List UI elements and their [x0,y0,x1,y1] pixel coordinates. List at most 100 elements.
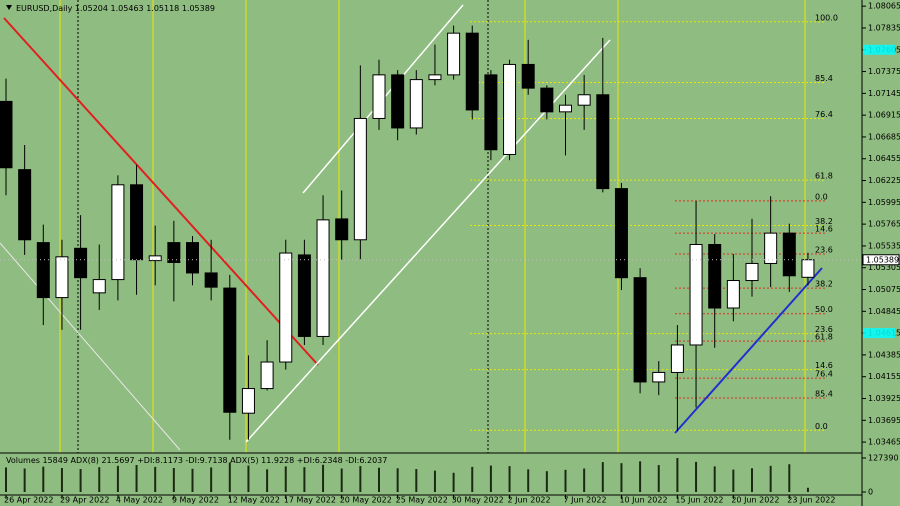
candle-body [167,242,181,264]
candle-body [316,219,330,337]
candle-body [708,244,722,309]
volume-label: Volumes [6,456,40,465]
candle-body [670,344,684,373]
trendline [0,242,181,451]
x-tick-label: 2 Jun 2022 [508,496,551,505]
fib-label: 38.2 [815,217,833,226]
x-tick-label: 7 Jun 2022 [564,496,607,505]
candle-body [279,252,293,363]
candle-body [409,79,423,129]
fib-label: 23.6 [815,245,833,254]
x-tick-label: 30 May 2022 [452,496,504,505]
volume-header: Volumes 15849 ADX(8) 21.5697 +DI:8.1173 … [6,456,387,465]
fib-label: 23.6 [815,325,833,334]
y-tick-label: 1.04845 [868,307,900,316]
candle-body [0,100,13,169]
candle-body [130,184,144,261]
candle-body [148,255,162,262]
candle-body [521,63,535,89]
fib-label: 14.6 [815,225,833,234]
candle-body [614,188,628,279]
candle-body [689,244,703,346]
fib-label: 76.4 [815,370,833,379]
candle-body [36,242,50,299]
y-tick-label: 1.05535 [868,241,900,250]
candle-body [447,32,461,76]
volume-value: 15849 [42,456,67,465]
price-marker [863,328,895,339]
y-tick-label: 1.05995 [868,198,900,207]
fib-label: 100.0 [815,13,838,22]
y-tick-label: 1.05305 [868,263,900,272]
volume-tick-label: 127390 [868,454,899,463]
candle-body [74,247,88,279]
y-tick-label: 1.06915 [868,111,900,120]
candle-body [484,74,498,151]
fib-label: 85.4 [815,390,833,399]
y-tick-label: 1.06685 [868,132,900,141]
y-tick-label: 1.05075 [868,285,900,294]
x-tick-label: 23 Jun 2022 [787,496,835,505]
fib-label: 0.0 [815,192,828,201]
y-tick-label: 1.03465 [868,438,900,447]
candle-body [428,74,442,81]
symbol: EURUSD,Daily [16,4,73,13]
open: 1.05204 [75,4,108,13]
candle-body [745,262,759,282]
candle-body [391,74,405,129]
price-marker [863,44,895,55]
trendline [674,267,823,434]
candle-body [18,169,32,241]
current-price-label: 1.05389 [866,255,899,264]
candle-body [335,218,349,241]
fib-label: 14.6 [815,361,833,370]
x-tick-label: 29 Apr 2022 [60,496,109,505]
y-tick-label: 1.07835 [868,23,900,32]
y-tick-label: 1.04155 [868,372,900,381]
candle-body [782,232,796,277]
candle-body [186,242,199,274]
trendline [3,17,319,366]
candle-body [223,287,237,413]
candle-body [503,63,517,155]
candle-body [540,87,554,113]
candle-body [204,272,218,288]
current-price-box [862,254,900,266]
fib-label: 0.0 [815,422,828,431]
candle-body [260,361,274,390]
x-tick-label: 20 May 2022 [340,496,392,505]
indicator-text: ADX(8) 21.5697 +DI:8.1173 -DI:9.7138 ADX… [70,456,387,465]
candle-body [801,259,815,278]
candle-body [596,94,610,190]
volume-tick-label: 0 [868,488,873,497]
x-tick-label: 15 Jun 2022 [675,496,723,505]
y-tick-label: 1.04385 [868,350,900,359]
candle-body [652,371,666,383]
candle-body [372,74,386,119]
fib-label: 85.4 [815,74,833,83]
candle-body [111,184,125,281]
x-tick-label: 20 Jun 2022 [731,496,779,505]
collapse-icon [6,5,12,10]
y-tick-label: 1.05765 [868,220,900,229]
x-tick-label: 4 May 2022 [116,496,163,505]
x-tick-label: 25 May 2022 [396,496,448,505]
candle-body [297,254,311,337]
close: 1.05389 [182,4,215,13]
x-tick-label: 26 Apr 2022 [4,496,53,505]
header: EURUSD,Daily 1.05204 1.05463 1.05118 1.0… [16,4,215,13]
fib-label: 76.4 [815,110,833,119]
candle-body [559,104,572,113]
y-tick-label: 1.06455 [868,154,900,163]
x-tick-label: 9 May 2022 [172,496,219,505]
candle-body [55,256,69,299]
y-tick-label: 1.03695 [868,416,900,425]
candle-body [764,232,778,264]
candles [0,25,815,492]
fibonacci: 100.0 85.4 76.4 61.8 38.2 23.6 14.6 0.0 0.0 14.6 2… [470,13,838,431]
y-tick-label: 1.07145 [868,89,900,98]
x-tick-label: 12 May 2022 [228,496,280,505]
